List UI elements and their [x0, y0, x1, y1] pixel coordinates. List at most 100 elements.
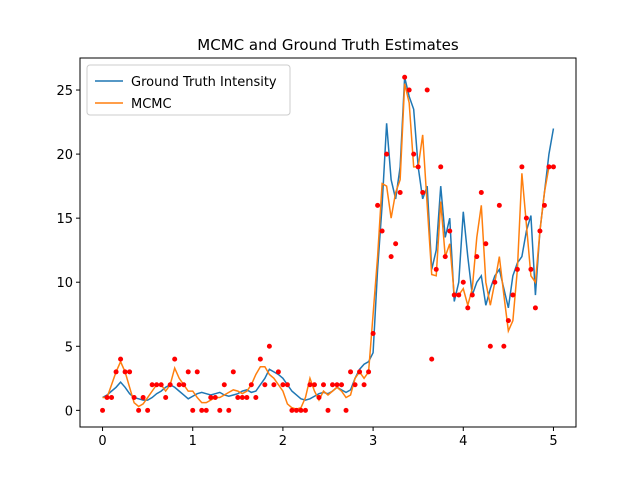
point: [266, 343, 272, 349]
point: [546, 164, 552, 170]
point: [384, 151, 390, 157]
point: [118, 356, 124, 362]
point: [487, 343, 493, 349]
point: [190, 407, 196, 413]
point: [262, 382, 268, 388]
point: [420, 190, 426, 196]
point: [172, 356, 178, 362]
point: [275, 369, 281, 375]
point: [244, 395, 250, 401]
point: [510, 292, 516, 298]
point: [357, 369, 363, 375]
point: [208, 395, 214, 401]
line: [102, 77, 555, 401]
point: [330, 382, 336, 388]
point: [361, 382, 367, 388]
point: [181, 382, 187, 388]
point: [339, 382, 345, 388]
point: [366, 369, 372, 375]
point: [442, 254, 448, 260]
plot-frame: [79, 57, 577, 428]
legend-label: Ground Truth Intensity: [131, 75, 277, 90]
point: [311, 382, 317, 388]
point: [100, 407, 106, 413]
point: [280, 382, 286, 388]
point: [212, 395, 218, 401]
point: [379, 228, 385, 234]
point: [325, 407, 331, 413]
point: [343, 407, 349, 413]
point: [352, 382, 358, 388]
point: [460, 279, 466, 285]
x-tick-label: 0: [98, 434, 106, 449]
point: [145, 407, 151, 413]
point: [235, 395, 241, 401]
point: [514, 266, 520, 272]
x-tick-label: 3: [369, 434, 377, 449]
point: [483, 241, 489, 247]
point: [447, 228, 453, 234]
point: [456, 292, 462, 298]
y-tick-label: 20: [56, 148, 73, 163]
point: [411, 151, 417, 157]
point: [221, 382, 227, 388]
x-tick-label: 4: [459, 434, 467, 449]
point: [393, 241, 399, 247]
point: [415, 164, 421, 170]
point: [375, 202, 381, 208]
point: [127, 369, 133, 375]
y-tick-label: 15: [56, 212, 73, 227]
point: [253, 395, 259, 401]
point: [257, 356, 263, 362]
point: [302, 407, 308, 413]
point: [149, 382, 155, 388]
y-tick-label: 5: [65, 340, 73, 355]
point: [478, 190, 484, 196]
point: [388, 254, 394, 260]
point: [541, 202, 547, 208]
point: [284, 382, 290, 388]
point: [406, 87, 412, 93]
point: [203, 407, 209, 413]
y-tick-label: 0: [65, 404, 73, 419]
x-tick-label: 2: [279, 434, 287, 449]
point: [289, 407, 295, 413]
point: [397, 190, 403, 196]
chart-title: MCMC and Ground Truth Estimates: [197, 36, 459, 54]
point: [424, 87, 430, 93]
point: [176, 382, 182, 388]
point: [505, 318, 511, 324]
point: [316, 395, 322, 401]
point: [528, 266, 534, 272]
point: [167, 382, 173, 388]
legend-box: [86, 64, 291, 116]
point: [474, 254, 480, 260]
point: [469, 292, 475, 298]
point: [293, 407, 299, 413]
point: [429, 356, 435, 362]
point: [113, 369, 119, 375]
point: [402, 74, 408, 80]
point: [199, 407, 205, 413]
point: [104, 395, 110, 401]
point: [550, 164, 556, 170]
point: [496, 202, 502, 208]
point: [154, 382, 160, 388]
x-tick-label: 1: [189, 434, 197, 449]
point: [370, 330, 376, 336]
point: [185, 369, 191, 375]
point: [348, 369, 354, 375]
point: [230, 369, 236, 375]
point: [537, 228, 543, 234]
point: [239, 395, 245, 401]
point: [438, 164, 444, 170]
point: [320, 382, 326, 388]
y-tick-label: 10: [56, 276, 73, 291]
legend-label: MCMC: [131, 97, 172, 112]
point: [334, 382, 340, 388]
point: [532, 305, 538, 311]
point: [433, 266, 439, 272]
point: [298, 407, 304, 413]
point: [194, 369, 200, 375]
